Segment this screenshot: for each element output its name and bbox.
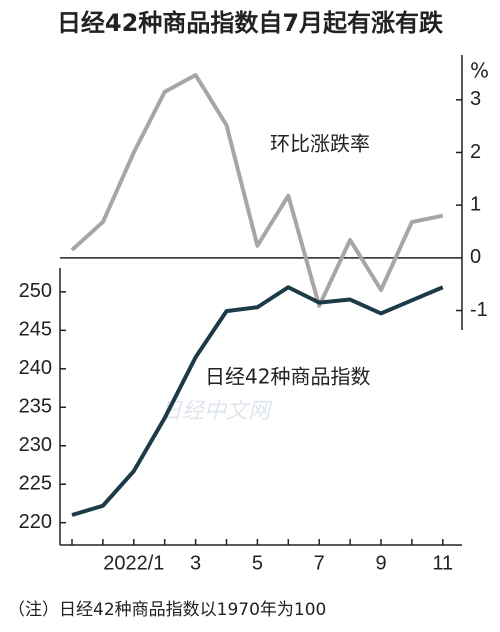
y-tick-label: 225 xyxy=(19,472,52,494)
y2-tick-label: -1 xyxy=(470,299,488,321)
series-line xyxy=(71,285,444,517)
x-tick-label: 7 xyxy=(314,552,325,574)
y2-tick-label: 3 xyxy=(470,88,481,110)
x-tick-label: 5 xyxy=(252,552,263,574)
watermark: 日经中文网 xyxy=(160,399,273,424)
series-label: 日经42种商品指数 xyxy=(205,365,370,389)
x-tick-label: 3 xyxy=(190,552,201,574)
chart-title: 日经42种商品指数自7月起有涨有跌 xyxy=(57,9,444,37)
x-tick-label: 11 xyxy=(432,552,453,574)
y2-tick-label: 1 xyxy=(470,193,481,215)
note: （注）日经42种商品指数以1970年为100 xyxy=(8,600,326,620)
y-tick-label: 240 xyxy=(19,357,52,379)
y-tick-label: 235 xyxy=(19,396,52,418)
y-tick-label: 245 xyxy=(19,319,52,341)
x-tick-label: 2022/1 xyxy=(103,552,164,574)
series-label: 环比涨跌率 xyxy=(270,132,370,156)
y2-tick-label: 2 xyxy=(470,141,481,163)
y-tick-label: 230 xyxy=(19,434,52,456)
y2-unit: % xyxy=(470,59,489,83)
y2-tick-label: 0 xyxy=(470,246,481,268)
x-tick-label: 9 xyxy=(375,552,386,574)
series-line xyxy=(70,73,444,308)
y-tick-label: 250 xyxy=(19,280,52,302)
y-tick-label: 220 xyxy=(19,511,52,533)
